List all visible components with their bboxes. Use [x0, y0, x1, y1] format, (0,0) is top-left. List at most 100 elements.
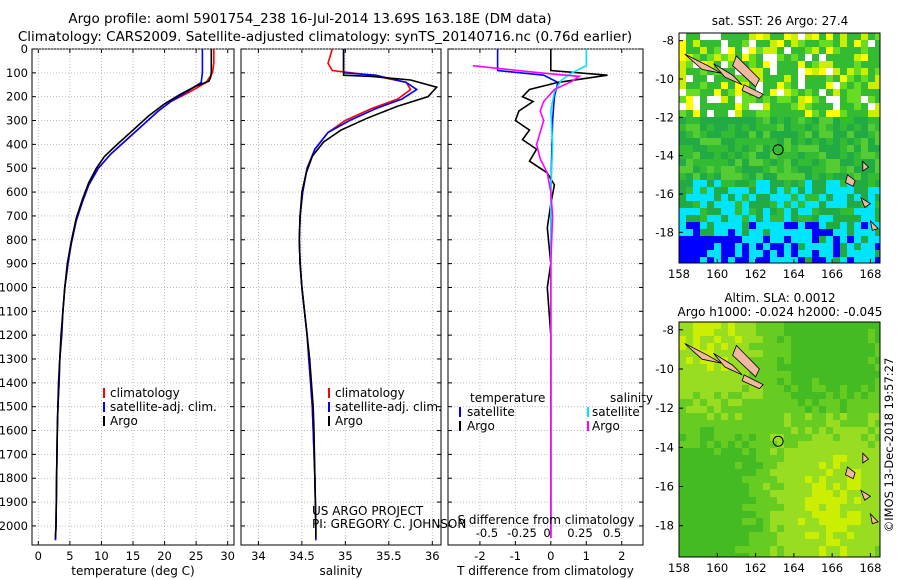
y-tick-label: -12	[655, 110, 674, 124]
y-tick-label: -18	[655, 519, 674, 533]
island	[869, 512, 879, 525]
map2-title-1: Altim. SLA: 0.0012	[724, 291, 835, 305]
y-tick-label: -18	[655, 225, 674, 239]
y-tick-label: -12	[655, 401, 674, 415]
y-tick-label: 0	[21, 42, 28, 56]
y-tick-label: -8	[663, 34, 674, 48]
x-axis-label: temperature (deg C)	[71, 564, 194, 578]
y-tick-label: 300	[6, 114, 28, 128]
y-tick-label: -16	[655, 480, 674, 494]
island	[845, 174, 856, 187]
map-field	[679, 33, 880, 263]
series-argo	[54, 49, 213, 538]
island	[845, 466, 856, 480]
x-tick-label: -1	[510, 549, 521, 563]
x-tick-label: 166	[821, 267, 843, 281]
watermark: ©IMOS 13-Dec-2018 19:57:27	[882, 358, 896, 533]
x-tick-label: 2	[618, 549, 625, 563]
x-tick-label: 168	[859, 561, 881, 575]
x-tick-label: 36	[425, 549, 440, 563]
x-tick-label: 5	[66, 549, 73, 563]
island	[869, 219, 879, 231]
x-tick-label: 162	[745, 561, 767, 575]
map-frame	[678, 32, 881, 264]
series-satellite-adj-clim-	[54, 49, 204, 541]
title-line-2: Climatology: CARS2009. Satellite-adjuste…	[17, 29, 633, 45]
series-climatology	[54, 49, 215, 541]
y-tick-label: -14	[655, 149, 674, 163]
island	[741, 374, 764, 390]
credit-line-2: PI: GREGORY C. JOHNSON	[312, 517, 466, 531]
island	[732, 55, 760, 88]
legend-label: satellite-adj. clim.	[110, 400, 217, 414]
y-tick-label: -14	[655, 440, 674, 454]
island	[862, 160, 870, 172]
legend-title-temperature: temperature	[470, 391, 545, 405]
x-tick-label: 34	[251, 549, 266, 563]
y-tick-label: 1800	[0, 471, 28, 485]
legend-label: Argo	[335, 414, 363, 428]
island	[862, 452, 870, 464]
x-tick-label: 15	[126, 549, 141, 563]
x-tick-label: 0	[35, 549, 42, 563]
argo-position-marker	[772, 435, 784, 447]
panel-frame	[447, 48, 644, 546]
y-tick-label: 800	[6, 233, 28, 247]
map1-title: sat. SST: 26 Argo: 27.4	[712, 14, 849, 28]
map-frame	[678, 321, 881, 558]
x-tick-label: 30	[220, 549, 235, 563]
y-tick-label: 1900	[0, 495, 28, 509]
legend-label: Argo	[592, 419, 620, 433]
legend-title-salinity: salinity	[610, 391, 653, 405]
series-argo	[298, 49, 439, 538]
series-salinity-argo	[472, 64, 582, 538]
x-axis-label: salinity	[319, 564, 362, 578]
x-tick-label: 20	[157, 549, 172, 563]
y-tick-label: 1100	[0, 304, 28, 318]
legend-label: climatology	[335, 386, 405, 400]
x-axis-label: T difference from climatology	[456, 564, 634, 578]
x-tick-label: 34.5	[289, 549, 315, 563]
x-tick-label: 158	[668, 561, 690, 575]
y-tick-label: 200	[6, 90, 28, 104]
map2-title-2: Argo h1000: -0.024 h2000: -0.045	[678, 305, 883, 319]
x-tick-label: 168	[859, 267, 881, 281]
x-tick-label: 1	[583, 549, 590, 563]
x-tick-label: 35.5	[376, 549, 402, 563]
island	[713, 352, 743, 376]
s-tick-label: -0.25	[507, 526, 537, 540]
y-tick-label: 1500	[0, 400, 28, 414]
legend-label: Argo	[110, 414, 138, 428]
panel-temperature: 0 5 10 15 20 25 300100200300400500600700800900…	[0, 42, 235, 578]
x-tick-label: 158	[668, 267, 690, 281]
island	[684, 343, 722, 364]
series-salinity-satellite	[549, 49, 588, 538]
y-tick-label: 1700	[0, 447, 28, 461]
map-field	[679, 322, 880, 557]
x-tick-label: 162	[745, 267, 767, 281]
y-tick-label: 1400	[0, 376, 28, 390]
y-tick-label: -10	[655, 72, 674, 86]
y-tick-label: 500	[6, 161, 28, 175]
legend-label: climatology	[110, 386, 180, 400]
legend-label: satellite	[467, 405, 515, 419]
x-tick-label: 160	[706, 267, 728, 281]
y-tick-label: 1000	[0, 280, 28, 294]
island	[732, 344, 760, 378]
s-tick-label: 0.5	[603, 526, 621, 540]
y-tick-label: 400	[6, 137, 28, 151]
legend-label: Argo	[467, 419, 495, 433]
panel-frame	[31, 48, 235, 546]
s-tick-label: 0	[543, 526, 550, 540]
argo-position-marker	[772, 144, 784, 156]
x-tick-label: -2	[474, 549, 485, 563]
x-tick-label: 164	[783, 561, 805, 575]
x-tick-label: 164	[783, 267, 805, 281]
x-tick-label: 166	[821, 561, 843, 575]
map-sst_map: 158 160 162 164 166 168 -8 -10 -12 -14 -16 -18	[655, 32, 881, 281]
legend-label: satellite-adj. clim.	[335, 400, 442, 414]
y-tick-label: 700	[6, 209, 28, 223]
series-climatology	[298, 48, 412, 541]
map-sla_map: 158 160 162 164 166 168 -8 -10 -12 -14 -16 -18	[655, 321, 881, 575]
